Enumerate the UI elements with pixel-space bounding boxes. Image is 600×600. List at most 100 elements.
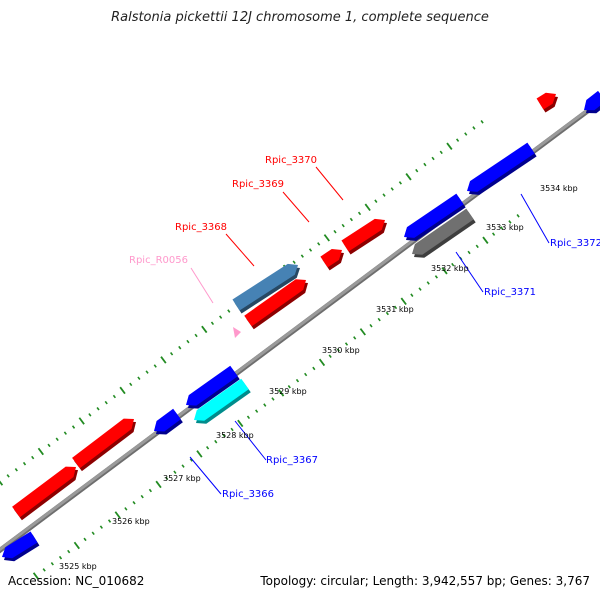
- outer-tick: [415, 168, 419, 173]
- inner-tick: [304, 372, 308, 377]
- inner-tick: [114, 511, 121, 519]
- outer-tick: [364, 203, 371, 212]
- outer-tick: [145, 370, 149, 374]
- inner-tick: [196, 450, 203, 458]
- outer-tick: [308, 248, 313, 252]
- inner-tick: [441, 267, 448, 275]
- inner-tick: [491, 232, 496, 236]
- gene-blue-edge: [584, 90, 600, 114]
- inner-tick: [410, 293, 414, 297]
- outer-tick: [178, 345, 182, 350]
- inner-tick: [385, 311, 389, 316]
- trna-marker: [233, 327, 241, 338]
- inner-tick: [222, 433, 226, 438]
- inner-tick: [214, 439, 218, 444]
- inner-tick: [73, 541, 80, 550]
- outer-tick: [405, 173, 412, 181]
- outer-tick: [55, 437, 59, 442]
- gene-red-1: [12, 466, 79, 521]
- outer-tick: [0, 480, 4, 486]
- gene-red-3370-body: [341, 218, 385, 252]
- kbp-label: 3525 kbp: [59, 562, 97, 571]
- gene-gray-3371: [412, 208, 476, 258]
- gene-blue-corner: [2, 531, 40, 562]
- gene-rna-blue: [232, 263, 300, 314]
- topology-summary: Topology: circular; Length: 3,942,557 bp…: [260, 574, 590, 588]
- outer-tick: [169, 352, 174, 356]
- inner-tick: [50, 562, 54, 566]
- inner-tick: [230, 427, 234, 432]
- scale-labels: 3525 kbp 3526 kbp 3527 kbp 3528 kbp 3529 kbp…: [59, 184, 578, 571]
- outer-tick: [129, 382, 133, 387]
- gene-rna-blue-body: [232, 263, 298, 311]
- outer-tick: [119, 386, 126, 395]
- outer-tick: [357, 211, 362, 216]
- gene-label-rpic_3368: Rpic_3368: [175, 222, 227, 233]
- outer-tick: [398, 181, 402, 185]
- outer-tick: [31, 455, 35, 460]
- leader-line-rpic_3372: [520, 193, 550, 244]
- inner-tick: [475, 244, 479, 249]
- gene-red-3368: [244, 279, 308, 330]
- outer-tick: [227, 309, 231, 313]
- inner-tick: [318, 358, 326, 367]
- gene-blue-mid-body: [404, 193, 464, 238]
- outer-tick: [104, 400, 108, 405]
- gene-blue-3366: [154, 408, 183, 435]
- outer-tick: [37, 447, 44, 456]
- inner-tick: [451, 262, 455, 267]
- inner-tick: [271, 397, 275, 401]
- inner-tick: [67, 549, 71, 554]
- inner-tick: [393, 305, 398, 310]
- gene-red-1-body: [12, 466, 77, 518]
- kbp-label: 3529 kbp: [269, 387, 307, 396]
- kbp-label: 3531 kbp: [376, 305, 414, 314]
- outer-tick: [186, 339, 190, 344]
- kbp-label: 3527 kbp: [163, 474, 201, 483]
- outer-tick: [292, 260, 296, 264]
- gene-red-3369-body: [320, 249, 342, 268]
- leader-line-rpic_3371: [455, 251, 484, 293]
- inner-tick: [353, 336, 357, 340]
- outer-tick: [333, 229, 337, 234]
- outer-tick: [455, 138, 460, 142]
- gene-red-3369: [320, 249, 344, 271]
- inner-tick: [508, 220, 512, 224]
- inner-tick: [205, 446, 210, 450]
- inner-tick: [377, 317, 381, 322]
- gene-blue-corner-body: [2, 531, 38, 559]
- outer-tick: [323, 234, 330, 242]
- gene-cyan-3367-body: [194, 378, 249, 421]
- inner-tick: [237, 419, 244, 428]
- outer-tick-row: [0, 120, 484, 486]
- inner-tick: [418, 287, 422, 291]
- inner-tick: [336, 348, 340, 352]
- gene-red-top: [536, 92, 558, 113]
- outer-tick: [160, 356, 167, 364]
- outer-tick: [439, 150, 443, 155]
- gene-gray-3371-body: [412, 208, 474, 255]
- inner-tick: [148, 488, 152, 493]
- gene-label-rpic_3366: Rpic_3366: [222, 489, 274, 500]
- outer-tick: [71, 425, 76, 429]
- leader-line-rpic_3366: [189, 456, 222, 495]
- gene-blue-edge-body: [584, 90, 600, 111]
- kbp-label: 3530 kbp: [322, 346, 360, 355]
- outer-tick: [47, 443, 51, 448]
- inner-tick: [344, 342, 349, 346]
- inner-tick: [173, 470, 177, 474]
- gene-label-rpic_3370: Rpic_3370: [265, 155, 317, 166]
- accession-text: Accession: NC_010682: [8, 574, 145, 588]
- gene-red-2: [72, 418, 136, 472]
- inner-tick: [58, 555, 63, 560]
- gene-blue-3366-body: [154, 408, 181, 432]
- leader-line-rpic_3368: [225, 233, 255, 267]
- inner-tick: [328, 354, 332, 358]
- inner-tick: [91, 531, 95, 536]
- inner-tick: [140, 494, 144, 499]
- inner-tick-row: [32, 214, 520, 580]
- gene-red-top-body: [536, 92, 556, 110]
- kbp-label: 3534 kbp: [540, 184, 578, 193]
- outer-tick: [219, 315, 223, 319]
- inner-tick: [426, 281, 430, 285]
